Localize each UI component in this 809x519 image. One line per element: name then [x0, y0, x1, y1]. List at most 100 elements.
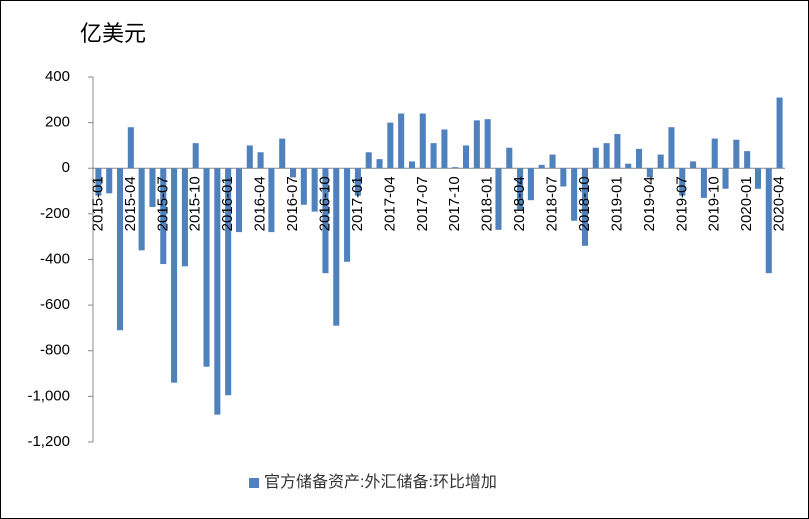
bar [408, 161, 415, 169]
y-tick-label: -800 [40, 342, 70, 359]
x-tick-label: 2018-01 [479, 176, 496, 231]
bar [419, 113, 426, 169]
bar [117, 168, 124, 331]
bar [171, 168, 178, 383]
x-tick-label: 2018-04 [511, 176, 528, 231]
y-tick-label: -600 [40, 296, 70, 313]
bar [225, 168, 232, 396]
bar [463, 145, 470, 169]
bar [549, 154, 556, 169]
legend-swatch [249, 478, 259, 488]
bar [300, 168, 307, 205]
bar [322, 168, 329, 274]
bar [311, 168, 318, 212]
bar [290, 168, 297, 178]
bar [257, 152, 264, 169]
bar [214, 168, 221, 415]
bar [387, 122, 394, 169]
bar [192, 143, 199, 169]
y-tick-label: -1,200 [27, 433, 70, 450]
bar [657, 154, 664, 169]
bar [344, 168, 351, 262]
bar [441, 129, 448, 169]
bar [106, 168, 113, 194]
bar [581, 168, 588, 246]
bar [365, 152, 372, 169]
x-tick-label: 2020-04 [771, 176, 788, 231]
bar [733, 139, 740, 169]
bar [354, 168, 361, 196]
bar [95, 168, 102, 196]
bar [398, 113, 405, 169]
bar [149, 168, 156, 208]
y-tick-label: -1,000 [27, 387, 70, 404]
bar [376, 159, 383, 169]
bar [765, 168, 772, 274]
x-tick-label: 2015-07 [154, 176, 171, 231]
bar [268, 168, 275, 233]
bar [603, 143, 610, 169]
x-tick-label: 2015-10 [187, 176, 204, 231]
bar [776, 97, 783, 169]
x-tick-label: 2019-07 [673, 176, 690, 231]
x-tick-label: 2019-01 [608, 176, 625, 231]
bar [744, 151, 751, 169]
bar [679, 168, 686, 196]
bar [571, 168, 578, 221]
bar [711, 138, 718, 169]
bar [333, 168, 340, 326]
bar [722, 168, 729, 189]
bar [646, 168, 653, 178]
x-tick-label: 2016-10 [316, 176, 333, 231]
bar [484, 119, 491, 169]
bar [430, 143, 437, 169]
x-tick-label: 2018-10 [576, 176, 593, 231]
bar [160, 168, 167, 265]
y-tick-label: 0 [62, 159, 70, 176]
x-tick-label: 2018-07 [544, 176, 561, 231]
bar [625, 163, 632, 169]
bar [452, 167, 459, 169]
bar [636, 148, 643, 169]
bar [127, 127, 134, 169]
bar [517, 168, 524, 210]
x-tick-label: 2017-07 [414, 176, 431, 231]
x-tick-label: 2015-01 [89, 176, 106, 231]
x-tick-label: 2017-04 [381, 176, 398, 231]
bar [181, 168, 188, 267]
x-tick-label: 2016-04 [252, 176, 269, 231]
y-tick-label: -400 [40, 250, 70, 267]
legend-label: 官方储备资产:外汇储备:环比增加 [264, 473, 497, 491]
y-tick-label: -200 [40, 205, 70, 222]
bar [138, 168, 145, 251]
bar [700, 168, 707, 198]
x-tick-label: 2016-01 [219, 176, 236, 231]
bar [506, 147, 513, 169]
x-tick-label: 2020-01 [738, 176, 755, 231]
bar [527, 168, 534, 201]
x-tick-label: 2019-10 [706, 176, 723, 231]
bar [473, 120, 480, 169]
x-tick-label: 2019-04 [641, 176, 658, 231]
bar [690, 161, 697, 169]
x-tick-label: 2016-07 [284, 176, 301, 231]
bar [614, 134, 621, 169]
x-tick-label: 2015-04 [122, 176, 139, 231]
bar [203, 168, 210, 367]
bar [246, 145, 253, 169]
bar [754, 168, 761, 189]
bar [668, 127, 675, 169]
bar [560, 168, 567, 187]
bar [538, 164, 545, 169]
bar [592, 147, 599, 169]
bar [235, 168, 242, 233]
x-tick-label: 2017-10 [446, 176, 463, 231]
x-tick-label: 2017-01 [349, 176, 366, 231]
bar [495, 168, 502, 230]
y-tick-label: 200 [45, 114, 70, 131]
bar [279, 138, 286, 169]
chart-title: 亿美元 [80, 21, 146, 46]
y-tick-label: 400 [45, 68, 70, 85]
